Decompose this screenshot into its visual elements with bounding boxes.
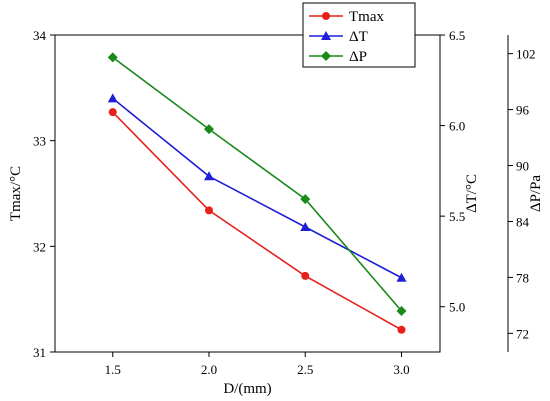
data-point-delta-t bbox=[107, 93, 118, 103]
left-y-tick-label: 31 bbox=[33, 345, 46, 360]
x-tick-label: 1.5 bbox=[105, 362, 121, 377]
right1-y-tick-label: 6.0 bbox=[449, 119, 465, 134]
right2-y-tick-label: 102 bbox=[516, 47, 536, 62]
right1-y-tick-label: 5.5 bbox=[449, 209, 465, 224]
data-point-tmax bbox=[397, 325, 406, 334]
axes: 1.5 2.0 2.5 3.0 D/(mm) 31 32 33 34 Tmax/°C 5.0 5.5 6… bbox=[8, 28, 544, 397]
data-point-delta-t bbox=[204, 171, 214, 181]
data-point-delta-p bbox=[204, 124, 214, 135]
x-tick-label: 2.5 bbox=[297, 362, 313, 377]
data-point-delta-p bbox=[300, 194, 311, 205]
legend-marker-delta-t bbox=[321, 31, 331, 40]
x-axis-title: D/(mm) bbox=[223, 381, 271, 397]
data-point-delta-t bbox=[396, 272, 407, 282]
series-line-tmax bbox=[112, 111, 402, 331]
right2-y-tick-label: 84 bbox=[516, 214, 530, 229]
series-line-delta-p bbox=[112, 56, 403, 312]
left-y-axis-title: Tmax/°C bbox=[8, 166, 24, 221]
data-point-tmax bbox=[301, 271, 310, 280]
right1-y-tick-label: 5.0 bbox=[449, 300, 465, 315]
legend-label-tmax: Tmax bbox=[349, 9, 384, 25]
right2-y-tick-label: 96 bbox=[516, 103, 530, 118]
legend: Tmax ΔT ΔP bbox=[302, 2, 416, 68]
right2-y-tick-label: 90 bbox=[516, 159, 529, 174]
series-line-delta-t bbox=[112, 97, 402, 279]
x-tick-label: 2.0 bbox=[201, 362, 217, 377]
data-point-delta-p bbox=[396, 305, 407, 316]
right2-y-tick-label: 78 bbox=[516, 270, 529, 285]
left-y-tick-label: 34 bbox=[33, 28, 47, 43]
x-tick-label: 3.0 bbox=[393, 362, 409, 377]
legend-marker-delta-p bbox=[321, 51, 331, 61]
right2-y-axis-title: ΔP/Pa bbox=[528, 175, 544, 212]
legend-label-delta-t: ΔT bbox=[349, 29, 368, 45]
legend-marker-tmax bbox=[322, 12, 330, 20]
right2-y-tick-label: 72 bbox=[516, 326, 529, 341]
right1-y-tick-label: 6.5 bbox=[449, 28, 465, 43]
data-point-delta-t bbox=[300, 222, 311, 232]
legend-label-delta-p: ΔP bbox=[349, 49, 367, 65]
data-point-delta-p bbox=[107, 52, 118, 63]
left-y-tick-label: 32 bbox=[33, 239, 46, 254]
series-layer bbox=[107, 52, 407, 334]
plot-frame bbox=[54, 34, 441, 353]
right1-y-axis-title: ΔT/°C bbox=[464, 174, 480, 213]
data-point-tmax bbox=[108, 108, 117, 117]
data-point-tmax bbox=[205, 206, 213, 215]
left-y-tick-label: 33 bbox=[33, 134, 46, 149]
